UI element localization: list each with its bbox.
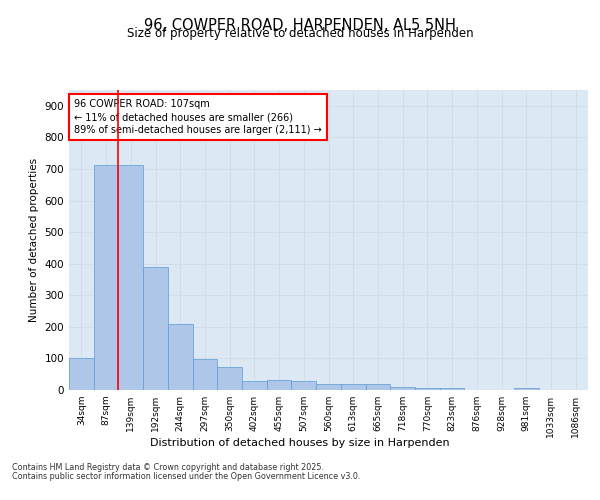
Bar <box>94 165 118 390</box>
Text: Distribution of detached houses by size in Harpenden: Distribution of detached houses by size … <box>150 438 450 448</box>
Bar <box>193 360 217 390</box>
Text: 96 COWPER ROAD: 107sqm
← 11% of detached houses are smaller (266)
89% of semi-de: 96 COWPER ROAD: 107sqm ← 11% of detached… <box>74 99 322 136</box>
Bar <box>69 358 94 390</box>
Bar <box>440 388 464 390</box>
Bar <box>341 384 365 390</box>
Text: Size of property relative to detached houses in Harpenden: Size of property relative to detached ho… <box>127 28 473 40</box>
Bar <box>242 380 267 390</box>
Bar <box>390 387 415 390</box>
Bar <box>365 384 390 390</box>
Text: Contains HM Land Registry data © Crown copyright and database right 2025.: Contains HM Land Registry data © Crown c… <box>12 464 324 472</box>
Bar <box>415 388 440 390</box>
Text: 96, COWPER ROAD, HARPENDEN, AL5 5NH: 96, COWPER ROAD, HARPENDEN, AL5 5NH <box>144 18 456 32</box>
Bar <box>217 367 242 390</box>
Bar <box>316 384 341 390</box>
Bar <box>514 388 539 390</box>
Bar <box>118 165 143 390</box>
Bar <box>168 324 193 390</box>
Bar <box>143 267 168 390</box>
Text: Contains public sector information licensed under the Open Government Licence v3: Contains public sector information licen… <box>12 472 361 481</box>
Y-axis label: Number of detached properties: Number of detached properties <box>29 158 39 322</box>
Bar <box>292 380 316 390</box>
Bar <box>267 380 292 390</box>
